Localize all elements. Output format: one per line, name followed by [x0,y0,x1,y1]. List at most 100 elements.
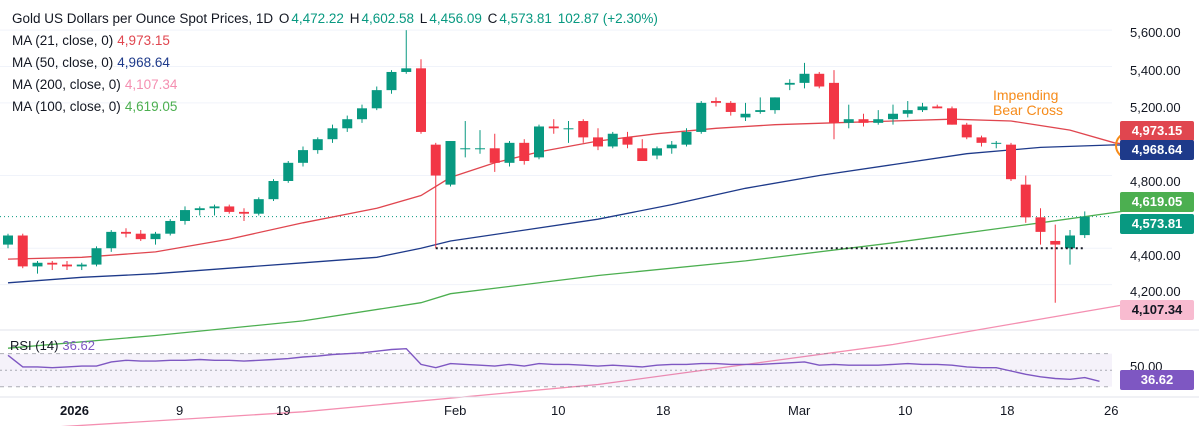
price-tick: 5,400.00 [1130,63,1181,78]
candle-body [416,68,426,132]
indicator-value: 4,619.05 [124,99,178,114]
candle-body [298,150,308,163]
candle-body [239,211,249,214]
candle-body [135,233,146,240]
candle-body [150,233,161,240]
candles [3,30,1090,303]
candle-body [888,113,898,120]
indicator-value: 4,968.64 [117,55,170,70]
candle-body [534,126,544,158]
candle-body [327,128,338,140]
candle-body [357,108,367,120]
candle-body [681,131,692,145]
rsi-label: RSI (14) [10,338,59,353]
candle-body [799,73,810,83]
candle-body [342,119,353,129]
indicator-ma100: MA (100, close, 0) 4,619.05 [12,96,660,118]
candle-body [607,133,618,147]
candle-body [519,142,530,162]
candle-body [224,206,235,212]
indicator-value: 4,973.15 [117,33,170,48]
candle-body [1020,184,1031,218]
price-tag-last: 4,573.81 [1120,214,1194,234]
candle-body [578,121,589,138]
time-tick: 19 [276,403,291,418]
candle-body [489,148,500,163]
price-tick: 4,800.00 [1130,174,1181,189]
candle-body [755,110,766,112]
price-tick: 4,200.00 [1130,284,1181,299]
candle-body [991,142,1002,144]
ma21-line [7,118,1144,260]
candle-body [209,206,220,209]
candle-body [165,220,176,234]
ma100-line [7,207,1144,349]
candle-body [976,137,987,143]
candle-body [194,208,205,211]
rsi-pane [0,347,1112,388]
candle-body [401,68,412,72]
candle-body [3,235,13,245]
candle-body [961,124,972,138]
candle-body [1006,144,1016,180]
indicator-ma200: MA (200, close, 0) 4,107.34 [12,74,660,96]
change-value: 102.87 (+2.30%) [557,11,658,26]
close-value: 4,573.81 [499,11,552,26]
candle-body [932,106,943,109]
time-tick: 26 [1104,403,1119,418]
bear-cross-annotation: Impending Bear Cross [993,88,1063,118]
time-tick: 2026 [60,403,89,418]
candle-body [593,137,603,147]
time-tick: 18 [1000,403,1015,418]
candle-body [76,264,87,267]
high-value: 4,602.58 [361,11,415,26]
high-label: H [349,11,360,26]
candle-body [829,82,839,123]
indicator-ma50: MA (50, close, 0) 4,968.64 [12,52,660,74]
indicator-label: MA (200, close, 0) [12,77,121,92]
indicator-label: MA (100, close, 0) [12,99,121,114]
candle-body [106,231,117,249]
candle-body [32,262,43,267]
candle-body [180,210,190,221]
price-tick: 5,200.00 [1130,100,1181,115]
candle-body [652,148,662,156]
candle-body [17,235,28,267]
open-value: 4,472.22 [291,11,344,26]
ma50-line [7,144,1144,284]
chart-legend: Gold US Dollars per Ounce Spot Prices, 1… [12,8,660,118]
rsi-legend: RSI (14) 36.62 [10,338,95,353]
annotation-line-2: Bear Cross [993,102,1064,118]
candle-body [268,180,279,200]
candle-body [711,101,721,103]
rsi-line [7,347,1100,382]
candle-body [445,141,456,185]
candle-body [283,162,294,181]
ohlc-header: Gold US Dollars per Ounce Spot Prices, 1… [12,8,660,30]
candle-body [371,90,382,109]
candle-body [504,142,515,163]
low-label: L [419,11,428,26]
candle-body [253,199,264,214]
candle-body [1035,217,1046,232]
indicator-ma21: MA (21, close, 0) 4,973.15 [12,30,660,52]
close-label: C [487,11,498,26]
time-tick: 18 [656,403,671,418]
candle-body [873,119,884,123]
candle-body [312,139,323,151]
candle-body [814,73,825,87]
time-tick: 10 [551,403,566,418]
candle-body [843,119,854,123]
indicator-label: MA (21, close, 0) [12,33,114,48]
candle-body [917,106,928,111]
candle-body [696,102,707,132]
candle-body [1079,216,1090,236]
candle-body [666,144,677,149]
candle-body [725,102,736,112]
candle-body [784,82,795,85]
rsi-value: 36.62 [62,338,95,353]
candle-body [637,148,648,162]
price-tag-ma50: 4,968.64 [1120,140,1194,160]
candle-body [121,231,131,234]
price-tick: 4,400.00 [1130,248,1181,263]
